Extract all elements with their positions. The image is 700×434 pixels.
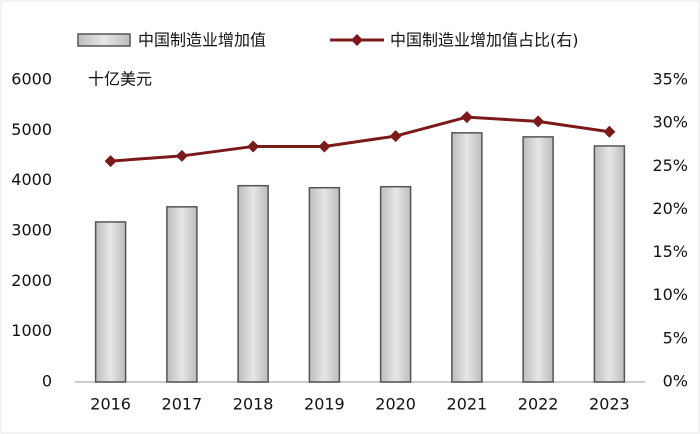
marker [460,111,473,124]
y2-tick-label: 25% [652,156,688,175]
y2-tick-label: 0% [663,372,688,391]
x-tick-label: 2021 [447,395,488,414]
bar [522,136,554,383]
x-tick-label: 2017 [162,395,203,414]
legend-label: 中国制造业增加值占比(右) [390,31,579,50]
marker [389,130,402,143]
x-tick-label: 2016 [90,395,131,414]
legend-swatch [351,34,363,46]
y-tick-label: 3000 [11,221,52,240]
legend-swatch [77,33,131,47]
y2-tick-label: 5% [663,328,688,347]
y-tick-label: 6000 [11,70,52,89]
bar [166,206,198,383]
bar [94,221,127,383]
x-tick-label: 2023 [589,395,630,414]
y-tick-label: 4000 [11,170,52,189]
bar [379,185,412,383]
y-tick-label: 2000 [11,271,52,290]
y-axis-label: 十亿美元 [88,70,152,89]
marker [603,125,616,138]
bar [237,184,269,383]
x-tick-label: 2022 [518,395,559,414]
marker [532,115,545,128]
y2-tick-label: 20% [652,199,688,218]
marker [104,155,117,168]
legend-label: 中国制造业增加值 [138,31,266,50]
y2-tick-label: 35% [652,70,688,89]
marker [175,149,188,162]
y2-tick-label: 10% [652,285,688,304]
y2-tick-label: 30% [652,113,688,132]
y-tick-label: 5000 [11,120,52,139]
bar [451,132,483,383]
line [110,115,610,163]
bar [593,145,626,383]
y-tick-label: 1000 [11,321,52,340]
y2-tick-label: 15% [652,242,688,261]
y-tick-label: 0 [42,372,52,391]
x-tick-label: 2018 [233,395,274,414]
x-tick-label: 2019 [304,395,345,414]
bar [308,186,341,383]
marker [318,140,331,153]
marker [247,140,260,153]
x-tick-label: 2020 [375,395,416,414]
